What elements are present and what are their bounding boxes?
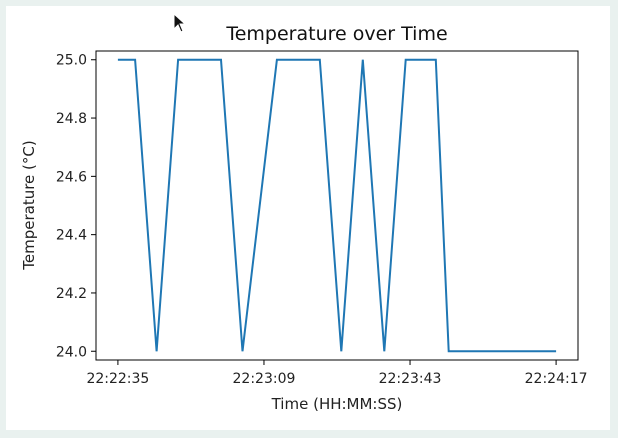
series-line [117, 58, 557, 353]
y-tick-label: 24.0 [56, 344, 87, 360]
y-tick-label: 25.0 [56, 53, 87, 69]
x-axis-ticks: 22:22:35 22:23:09 22:23:43 22:24:17 [86, 360, 588, 387]
y-tick-label: 24.4 [56, 228, 87, 244]
x-tick-label: 22:23:43 [379, 371, 442, 387]
y-tick-label: 24.6 [56, 169, 87, 185]
y-tick-label: 24.8 [56, 111, 87, 127]
y-axis-label: Temperature (°C) [20, 140, 38, 270]
mouse-cursor-icon [173, 13, 187, 33]
chart-title: Temperature over Time [225, 23, 447, 45]
x-tick-label: 22:22:35 [86, 371, 149, 387]
plot-area-frame [95, 50, 579, 361]
figure-window [6, 6, 610, 430]
x-tick-label: 22:24:17 [525, 371, 588, 387]
x-axis-label: Time (HH:MM:SS) [271, 395, 403, 413]
y-axis-ticks: 24.0 24.2 24.4 24.6 24.8 25.0 [56, 53, 96, 360]
x-tick-label: 22:23:09 [233, 371, 296, 387]
y-tick-label: 24.2 [56, 286, 87, 302]
